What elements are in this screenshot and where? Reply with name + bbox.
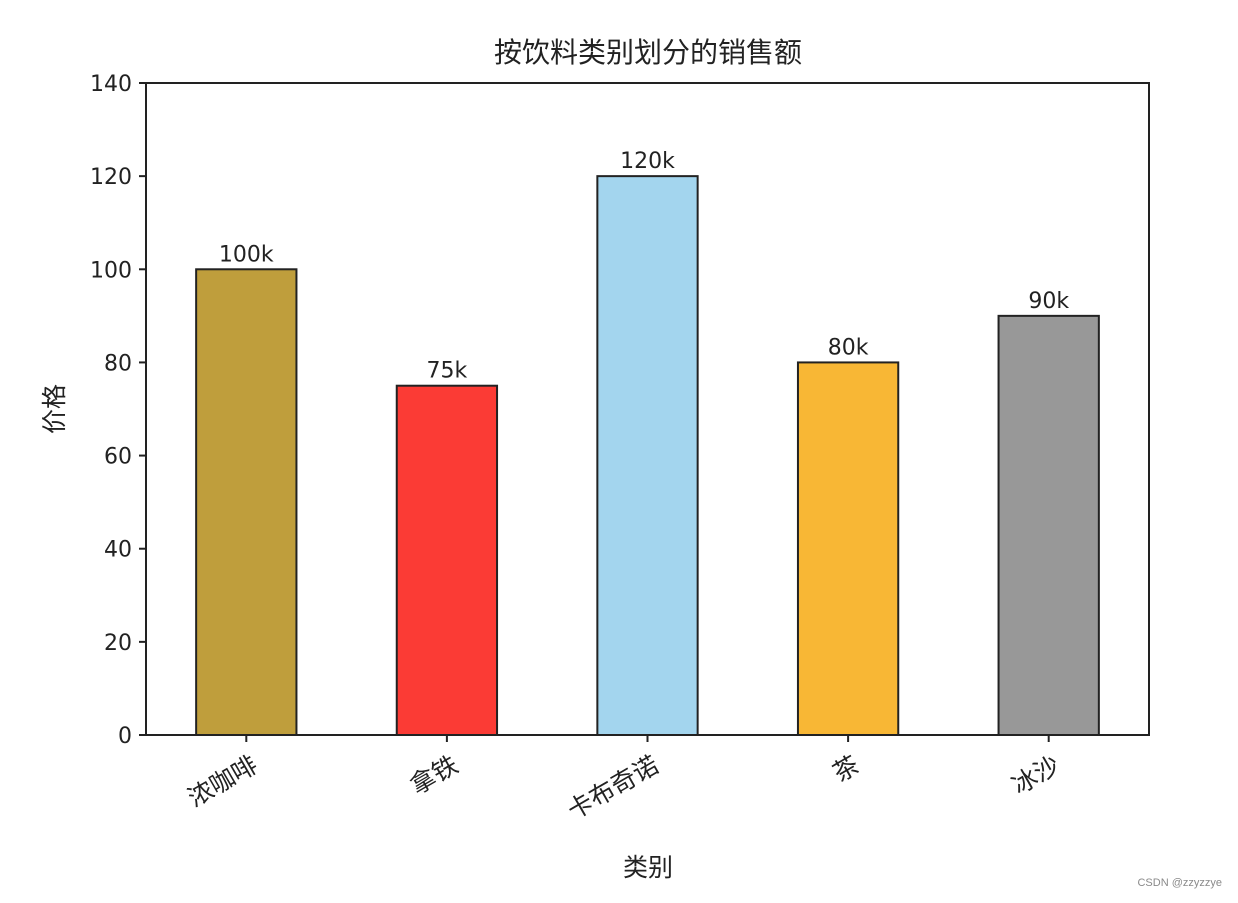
bar-value-label: 80k bbox=[828, 335, 869, 360]
x-tick-label: 卡布奇诺 bbox=[562, 750, 663, 825]
bar-value-label: 120k bbox=[620, 149, 675, 174]
chart-title: 按饮料类别划分的销售额 bbox=[494, 36, 802, 69]
y-tick-label: 140 bbox=[90, 72, 132, 97]
y-tick-label: 60 bbox=[104, 445, 132, 470]
x-tick-label: 拿铁 bbox=[405, 750, 463, 800]
y-axis-label: 价格 bbox=[40, 384, 69, 434]
bar-4 bbox=[796, 361, 900, 736]
plot-area: 0 20 40 60 80 100 120 140 浓咖啡 拿铁 卡布奇诺 茶 冰沙 100k 75k 120… bbox=[90, 72, 1150, 825]
watermark: CSDN @zzyzzye bbox=[1137, 877, 1222, 889]
x-tick-label: 浓咖啡 bbox=[183, 750, 262, 813]
bar-1 bbox=[195, 268, 298, 736]
bar-5 bbox=[997, 314, 1100, 736]
y-tick-label: 100 bbox=[90, 258, 132, 283]
bar-value-label: 75k bbox=[427, 359, 468, 384]
y-tick-label: 0 bbox=[118, 724, 132, 749]
y-tick-label: 20 bbox=[104, 631, 132, 656]
y-tick-label: 120 bbox=[90, 165, 132, 190]
bar-value-label: 90k bbox=[1028, 289, 1069, 314]
bar-value-label: 100k bbox=[219, 242, 274, 267]
y-tick-label: 40 bbox=[104, 538, 132, 563]
y-tick-label: 80 bbox=[104, 351, 132, 376]
bar-2 bbox=[395, 384, 499, 736]
bar-3 bbox=[596, 175, 699, 736]
x-tick-label: 茶 bbox=[828, 750, 864, 788]
x-axis-label: 类别 bbox=[623, 853, 673, 882]
x-tick-label: 冰沙 bbox=[1007, 750, 1065, 800]
